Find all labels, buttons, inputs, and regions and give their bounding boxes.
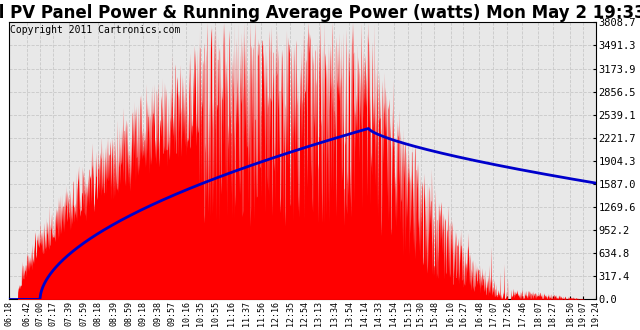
Text: Copyright 2011 Cartronics.com: Copyright 2011 Cartronics.com — [10, 25, 180, 35]
Title: Total PV Panel Power & Running Average Power (watts) Mon May 2 19:33: Total PV Panel Power & Running Average P… — [0, 4, 640, 22]
